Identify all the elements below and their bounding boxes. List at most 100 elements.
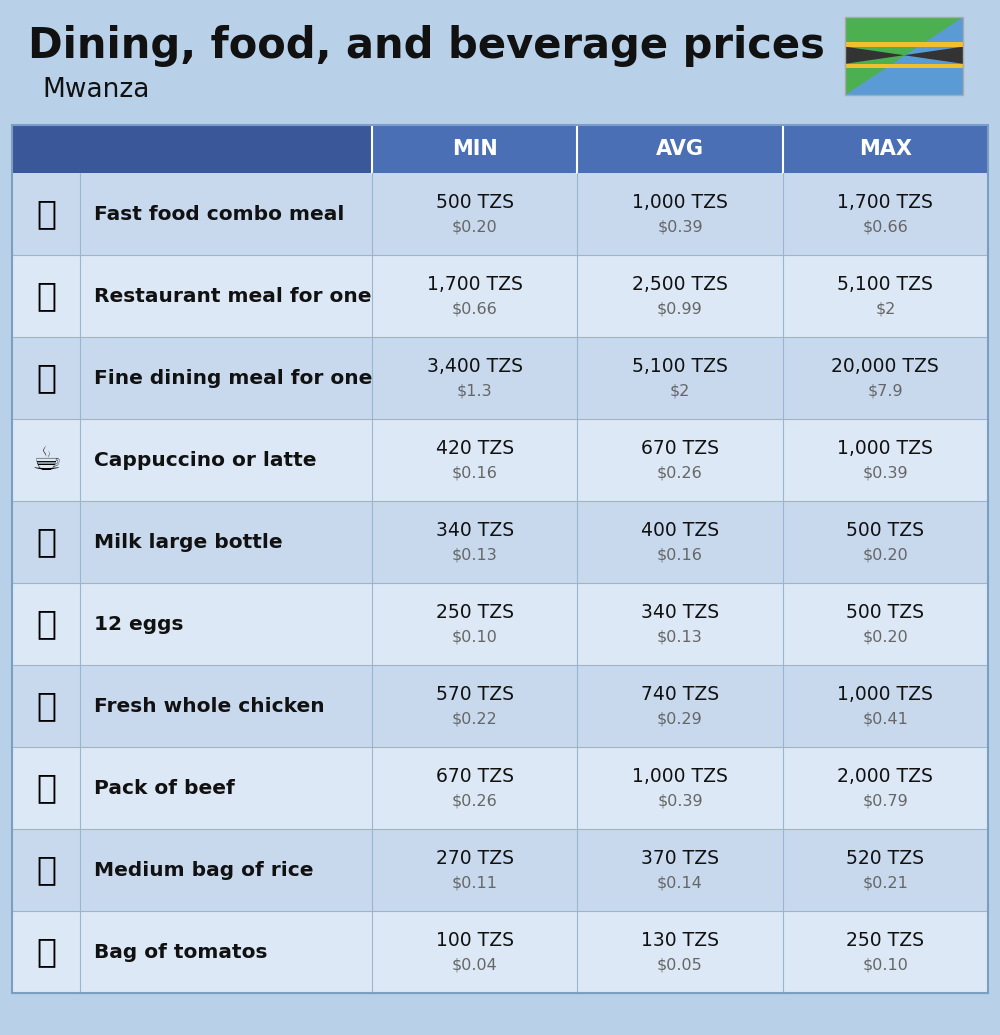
Text: 5,100 TZS: 5,100 TZS <box>837 275 933 295</box>
Text: $0.16: $0.16 <box>657 548 703 562</box>
Text: 🥩: 🥩 <box>36 771 56 804</box>
Text: 🍅: 🍅 <box>36 936 56 969</box>
Text: $7.9: $7.9 <box>868 384 903 398</box>
Text: 740 TZS: 740 TZS <box>641 685 719 705</box>
Text: $0.21: $0.21 <box>862 876 908 890</box>
Text: $0.20: $0.20 <box>452 219 498 235</box>
Text: 420 TZS: 420 TZS <box>436 440 514 459</box>
Text: $0.13: $0.13 <box>452 548 498 562</box>
Text: 340 TZS: 340 TZS <box>641 603 719 622</box>
Text: MAX: MAX <box>859 139 912 159</box>
Text: $0.20: $0.20 <box>862 548 908 562</box>
Text: AVG: AVG <box>656 139 704 159</box>
Text: $0.10: $0.10 <box>862 957 908 973</box>
Bar <box>845 17 963 95</box>
Text: $0.14: $0.14 <box>657 876 703 890</box>
Bar <box>12 419 988 501</box>
Bar <box>577 125 783 173</box>
Text: 1,700 TZS: 1,700 TZS <box>427 275 523 295</box>
Text: $0.39: $0.39 <box>657 794 703 808</box>
Bar <box>12 829 988 911</box>
Text: $0.22: $0.22 <box>452 711 498 727</box>
Text: Fine dining meal for one: Fine dining meal for one <box>94 368 372 387</box>
Text: Fresh whole chicken: Fresh whole chicken <box>94 697 325 715</box>
Text: 1,700 TZS: 1,700 TZS <box>837 194 933 212</box>
Text: 1,000 TZS: 1,000 TZS <box>837 685 933 705</box>
Text: 🍔: 🍔 <box>36 198 56 231</box>
Text: $0.10: $0.10 <box>452 629 498 645</box>
Text: 🥛: 🥛 <box>36 526 56 559</box>
Text: 20,000 TZS: 20,000 TZS <box>831 357 939 377</box>
Text: 370 TZS: 370 TZS <box>641 850 719 868</box>
Text: $0.13: $0.13 <box>657 629 703 645</box>
Bar <box>845 17 963 95</box>
Text: $2: $2 <box>670 384 690 398</box>
Text: 270 TZS: 270 TZS <box>436 850 514 868</box>
Text: $0.39: $0.39 <box>863 466 908 480</box>
Text: 570 TZS: 570 TZS <box>436 685 514 705</box>
Text: 1,000 TZS: 1,000 TZS <box>632 194 728 212</box>
Text: 5,100 TZS: 5,100 TZS <box>632 357 728 377</box>
Text: 🍚: 🍚 <box>36 854 56 887</box>
Bar <box>12 666 988 747</box>
Bar <box>12 911 988 993</box>
Bar <box>12 255 988 337</box>
Polygon shape <box>845 47 963 64</box>
Bar <box>372 125 577 173</box>
Text: $0.66: $0.66 <box>862 219 908 235</box>
Bar <box>12 583 988 666</box>
Text: 3,400 TZS: 3,400 TZS <box>427 357 523 377</box>
Text: 🍽: 🍽 <box>36 361 56 394</box>
Text: Mwanza: Mwanza <box>42 77 149 104</box>
Text: 500 TZS: 500 TZS <box>846 522 924 540</box>
Text: 250 TZS: 250 TZS <box>436 603 514 622</box>
Text: 🐔: 🐔 <box>36 689 56 722</box>
Text: $0.79: $0.79 <box>862 794 908 808</box>
Text: Bag of tomatos: Bag of tomatos <box>94 943 268 962</box>
Text: 670 TZS: 670 TZS <box>641 440 719 459</box>
Text: 2,000 TZS: 2,000 TZS <box>837 768 933 787</box>
Text: 2,500 TZS: 2,500 TZS <box>632 275 728 295</box>
Text: $0.39: $0.39 <box>657 219 703 235</box>
Text: 🍳: 🍳 <box>36 279 56 313</box>
Text: 500 TZS: 500 TZS <box>846 603 924 622</box>
Text: 1,000 TZS: 1,000 TZS <box>632 768 728 787</box>
Polygon shape <box>845 17 963 95</box>
Text: $0.66: $0.66 <box>452 301 498 317</box>
Text: $2: $2 <box>875 301 896 317</box>
Text: $0.26: $0.26 <box>452 794 498 808</box>
Text: $0.11: $0.11 <box>452 876 498 890</box>
Bar <box>12 125 988 993</box>
Text: 340 TZS: 340 TZS <box>436 522 514 540</box>
Text: 🥚: 🥚 <box>36 608 56 641</box>
Text: Milk large bottle: Milk large bottle <box>94 532 283 552</box>
Bar <box>783 125 988 173</box>
Text: $0.16: $0.16 <box>452 466 498 480</box>
Text: $0.99: $0.99 <box>657 301 703 317</box>
Bar <box>12 501 988 583</box>
Text: 100 TZS: 100 TZS <box>436 932 514 950</box>
Text: 130 TZS: 130 TZS <box>641 932 719 950</box>
Polygon shape <box>845 42 963 47</box>
Text: 670 TZS: 670 TZS <box>436 768 514 787</box>
Text: Pack of beef: Pack of beef <box>94 778 235 798</box>
Text: 250 TZS: 250 TZS <box>846 932 924 950</box>
Text: 400 TZS: 400 TZS <box>641 522 719 540</box>
Text: $1.3: $1.3 <box>457 384 492 398</box>
Text: Medium bag of rice: Medium bag of rice <box>94 860 314 880</box>
Text: $0.29: $0.29 <box>657 711 703 727</box>
Text: 520 TZS: 520 TZS <box>846 850 924 868</box>
Bar <box>12 173 988 255</box>
Text: $0.20: $0.20 <box>862 629 908 645</box>
Text: $0.41: $0.41 <box>862 711 908 727</box>
Text: Dining, food, and beverage prices: Dining, food, and beverage prices <box>28 25 825 67</box>
Bar <box>12 747 988 829</box>
Bar <box>12 337 988 419</box>
Text: 1,000 TZS: 1,000 TZS <box>837 440 933 459</box>
Text: MIN: MIN <box>452 139 498 159</box>
Text: Fast food combo meal: Fast food combo meal <box>94 205 344 224</box>
Text: Restaurant meal for one: Restaurant meal for one <box>94 287 372 305</box>
Text: Cappuccino or latte: Cappuccino or latte <box>94 450 316 470</box>
Text: $0.04: $0.04 <box>452 957 498 973</box>
Text: $0.05: $0.05 <box>657 957 703 973</box>
